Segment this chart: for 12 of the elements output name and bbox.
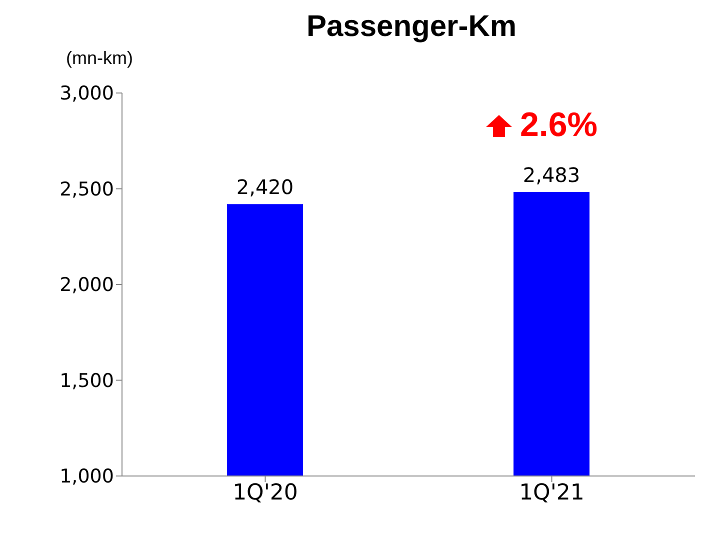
y-tick-label: 1,500 [60,370,114,392]
chart-title: Passenger-Km [305,10,518,44]
annotation: 2.6% [520,106,598,145]
data-label: 2,420 [236,175,294,200]
x-tick-label: 1Q'20 [232,480,298,506]
y-axis-title: (mn-km) [66,48,133,69]
y-tick-label: 2,500 [60,178,114,200]
y-tick-label: 2,000 [60,274,114,296]
y-tick-label: 3,000 [60,82,114,105]
data-label: 2,483 [522,163,580,188]
x-tick-label: 1Q'21 [519,480,584,506]
y-tick-label: 1,000 [60,466,114,488]
